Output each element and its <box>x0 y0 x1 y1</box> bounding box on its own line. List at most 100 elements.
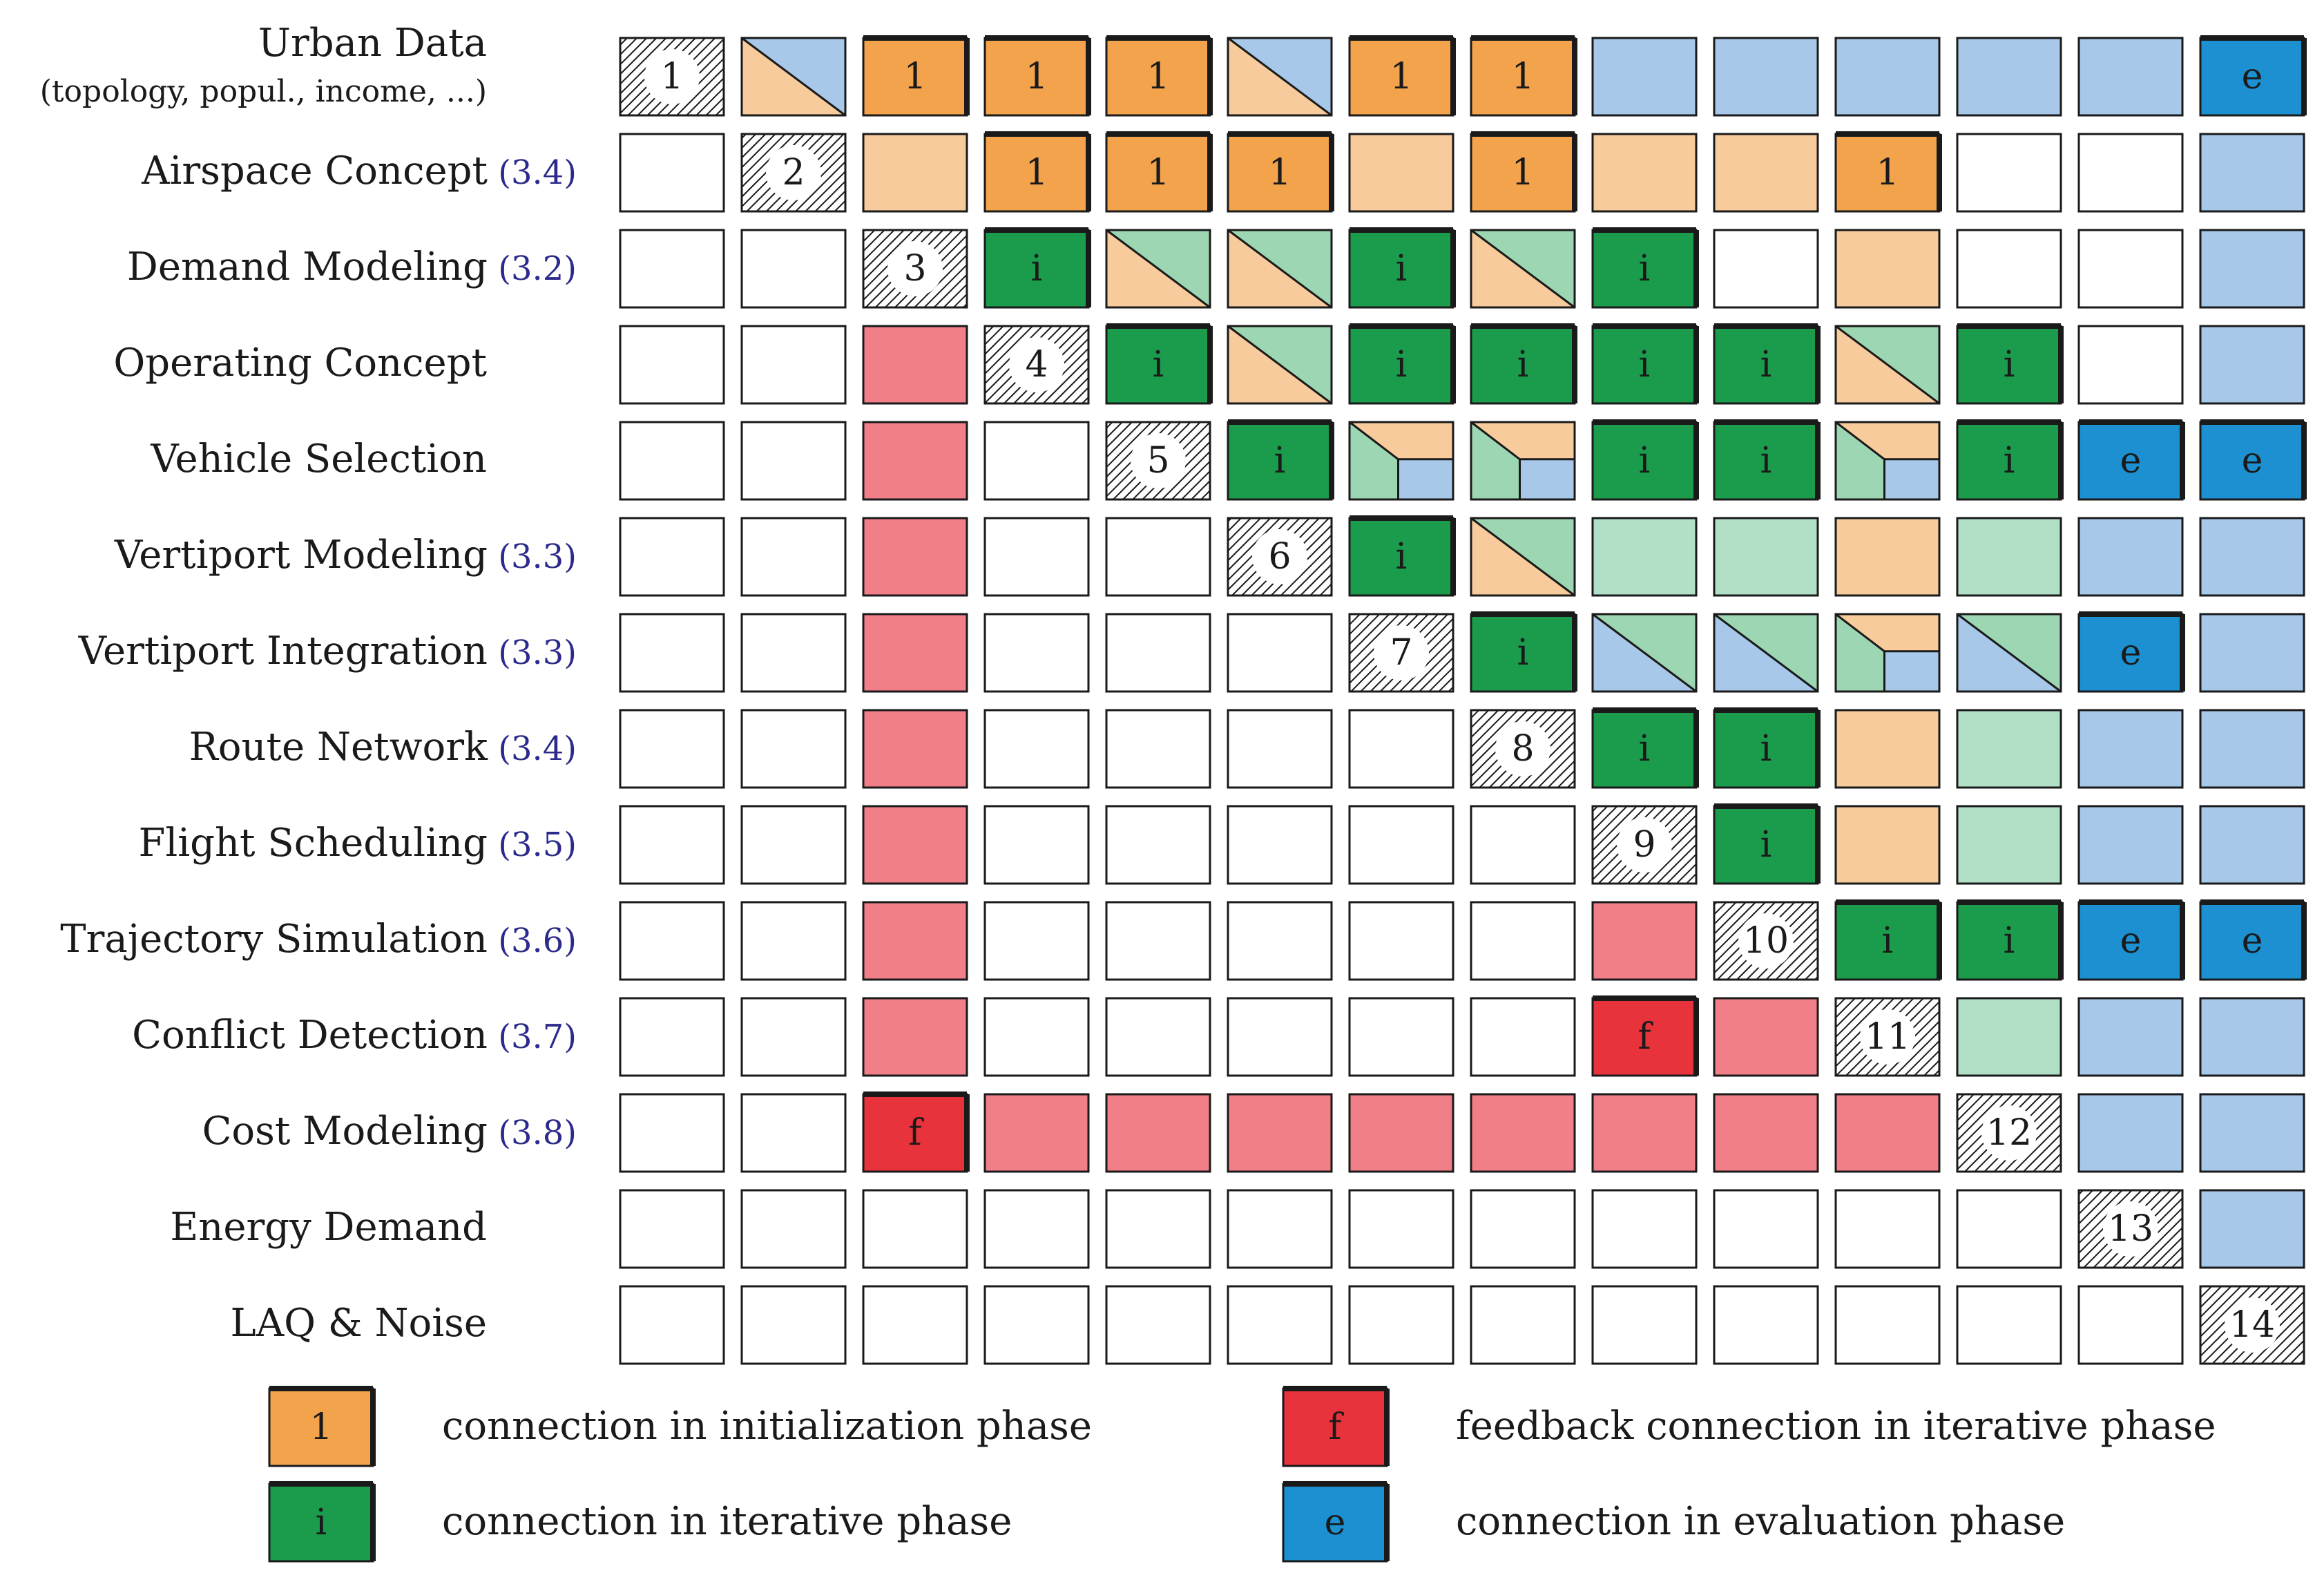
dsm-cell-r13-c6 <box>1227 1189 1333 1269</box>
diagonal-number: 14 <box>2229 1304 2275 1346</box>
dsm-cell-r8-c14 <box>2199 709 2305 789</box>
dsm-cell-r7-c11 <box>1834 613 1941 693</box>
dsm-cell-r11-c8 <box>1470 997 1576 1077</box>
dsm-cell-r6-c2 <box>740 517 847 597</box>
iter-connection-label: i <box>1396 248 1408 289</box>
dsm-cell-r2-c8: 1 <box>1470 131 1577 213</box>
dsm-cell-r11-c13 <box>2077 997 2184 1077</box>
diagonal-number: 1 <box>660 56 683 97</box>
dsm-cell-r11-c6 <box>1227 997 1333 1077</box>
dsm-cell-r13-c10 <box>1713 1189 1819 1269</box>
init-connection-label: 1 <box>1146 152 1169 193</box>
dsm-cell-r4-c6 <box>1227 325 1333 405</box>
dsm-cell-r14-c8 <box>1470 1285 1576 1365</box>
dsm-cell-r11-c5 <box>1105 997 1211 1077</box>
row-label-main: Cost Modeling <box>202 1109 488 1154</box>
dsm-cell-r14-c9 <box>1591 1285 1698 1365</box>
dsm-cell-r3-c11 <box>1834 229 1941 309</box>
row-label-7: Vertiport Integration (3.3) <box>79 632 577 671</box>
dsm-cell-r12-c5 <box>1105 1093 1211 1173</box>
iter-connection-label: i <box>1760 440 1772 482</box>
dsm-cell-r4-c10: i <box>1713 323 1821 405</box>
dsm-cell-r2-c14 <box>2199 133 2305 213</box>
dsm-cell-r6-c5 <box>1105 517 1211 597</box>
dsm-cell-r8-c12 <box>1956 709 2062 789</box>
dsm-cell-r13-c11 <box>1834 1189 1941 1269</box>
dsm-cell-r6-c14 <box>2199 517 2305 597</box>
dsm-cell-r1-c2 <box>740 37 847 117</box>
row-label-2: Airspace Concept (3.4) <box>142 152 577 191</box>
dsm-cell-r7-c13: e <box>2077 611 2185 693</box>
dsm-cell-r3-c4: i <box>983 227 1091 309</box>
dsm-cell-r11-c10 <box>1713 997 1819 1077</box>
dsm-cell-r1-c7: 1 <box>1348 35 1456 117</box>
dsm-cell-r12-c1 <box>619 1093 725 1173</box>
dsm-cell-r9-c4 <box>983 805 1090 885</box>
dsm-cell-r8-c9: i <box>1591 707 1699 789</box>
dsm-cell-r12-c3: f <box>862 1091 970 1173</box>
dsm-cell-r10-c4 <box>983 901 1090 981</box>
dsm-cell-r9-c6 <box>1227 805 1333 885</box>
dsm-cell-r12-c2 <box>740 1093 847 1173</box>
row-label-main: Conflict Detection <box>132 1013 488 1058</box>
dsm-cell-r11-c1 <box>619 997 725 1077</box>
legend-text-feedback: feedback connection in iterative phase <box>1456 1404 2216 1449</box>
dsm-cell-r5-c4 <box>983 421 1090 501</box>
dsm-cell-r4-c12: i <box>1956 323 2064 405</box>
dsm-cell-r10-c12: i <box>1956 899 2064 981</box>
dsm-cell-r10-c13: e <box>2077 899 2185 981</box>
eval-connection-label: e <box>2242 56 2263 97</box>
dsm-cell-r4-c13 <box>2077 325 2184 405</box>
iter-connection-label: i <box>1639 248 1651 289</box>
dsm-cell-r1-c14: e <box>2199 35 2307 117</box>
dsm-cell-r10-c10: 10 <box>1713 901 1819 981</box>
eval-connection-label: e <box>2242 440 2263 482</box>
dsm-cell-r4-c14 <box>2199 325 2305 405</box>
row-label-ref: (3.2) <box>487 249 577 288</box>
dsm-cell-r7-c7: 7 <box>1348 613 1454 693</box>
diagonal-number: 11 <box>1865 1016 1910 1058</box>
dsm-cell-r8-c11 <box>1834 709 1941 789</box>
row-label-main: Urban Data <box>258 21 487 66</box>
dsm-cell-r7-c9 <box>1591 613 1698 693</box>
diagonal-number: 8 <box>1511 728 1534 770</box>
dsm-cell-r2-c13 <box>2077 133 2184 213</box>
dsm-cell-r6-c11 <box>1834 517 1941 597</box>
dsm-cell-r2-c9 <box>1591 133 1698 213</box>
dsm-cell-r2-c5: 1 <box>1105 131 1213 213</box>
dsm-cell-r6-c12 <box>1956 517 2062 597</box>
row-label-ref: (3.4) <box>487 730 577 768</box>
dsm-cell-r8-c5 <box>1105 709 1211 789</box>
init-connection-label: 1 <box>903 56 926 97</box>
diagonal-number: 6 <box>1268 536 1291 578</box>
dsm-cell-r3-c10 <box>1713 229 1819 309</box>
dsm-cell-r1-c6 <box>1227 37 1333 117</box>
dsm-cell-r13-c4 <box>983 1189 1090 1269</box>
dsm-cell-r2-c10 <box>1713 133 1819 213</box>
iter-connection-label: i <box>2004 920 2015 962</box>
dsm-cell-r2-c4: 1 <box>983 131 1091 213</box>
dsm-cell-r6-c3 <box>862 517 968 597</box>
iter-connection-label: i <box>1396 536 1408 578</box>
dsm-cell-r8-c13 <box>2077 709 2184 789</box>
legend-text-init: connection in initialization phase <box>442 1404 1093 1449</box>
row-label-6: Vertiport Modeling (3.3) <box>115 536 577 575</box>
dsm-cell-r11-c2 <box>740 997 847 1077</box>
dsm-cell-r12-c9 <box>1591 1093 1698 1173</box>
dsm-cell-r7-c2 <box>740 613 847 693</box>
diagonal-number: 7 <box>1390 632 1412 674</box>
dsm-cell-r14-c11 <box>1834 1285 1941 1365</box>
iter-connection-label: i <box>1517 344 1529 385</box>
dsm-cell-r9-c12 <box>1956 805 2062 885</box>
dsm-cell-r9-c5 <box>1105 805 1211 885</box>
init-connection-label: 1 <box>1390 56 1412 97</box>
dsm-cell-r5-c11 <box>1834 421 1941 501</box>
eval-connection-label: e <box>2242 920 2263 962</box>
dsm-cell-r14-c10 <box>1713 1285 1819 1365</box>
dsm-cell-r2-c7 <box>1348 133 1454 213</box>
dsm-cell-r13-c13: 13 <box>2077 1189 2184 1269</box>
dsm-cell-r5-c9: i <box>1591 419 1699 501</box>
row-label-main: LAQ & Noise <box>230 1301 488 1346</box>
dsm-cell-r6-c8 <box>1470 517 1576 597</box>
dsm-cell-r11-c4 <box>983 997 1090 1077</box>
